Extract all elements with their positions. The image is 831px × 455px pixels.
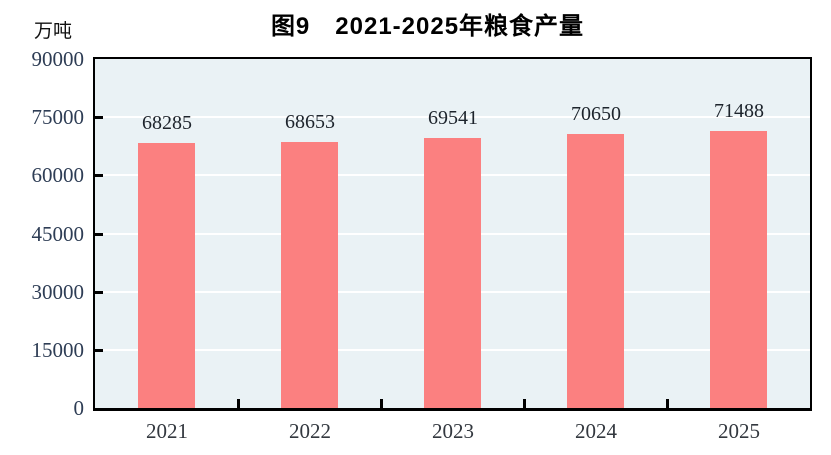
chart-title: 图9 2021-2025年粮食产量 [270,13,585,40]
y-axis-tick-label: 75000 [31,105,85,129]
x-axis-label-2021: 2021 [146,419,188,443]
bar-value-label: 71488 [714,99,764,122]
bar-2021 [138,143,195,408]
y-axis-tick-mark [95,290,103,294]
y-axis-tick-mark [95,232,103,236]
x-axis-tick-mark [665,399,669,408]
bar-2023 [424,138,481,408]
y-axis-tick-label: 60000 [31,163,85,187]
y-axis-tick-mark [95,116,103,120]
bar-2024 [567,134,624,408]
y-axis-unit-label: 万吨 [33,21,72,42]
y-axis-tick-mark [95,174,103,178]
y-axis-tick-label: 30000 [31,280,85,304]
x-axis-tick-mark [379,399,383,408]
x-axis-tick-mark [236,399,240,408]
plot-area: 68285 68653 69541 70650 71488 [93,57,812,411]
y-axis-tick-mark [95,348,103,352]
x-axis-label-2023: 2023 [432,419,474,443]
y-axis-tick-label: 0 [73,396,85,420]
bar-value-label: 70650 [571,103,621,126]
x-axis-label-2022: 2022 [289,419,331,443]
bar-2022 [281,142,338,408]
y-axis-tick-label: 45000 [31,222,85,246]
gridline [95,116,810,119]
bar-value-label: 69541 [428,107,478,130]
bar-value-label: 68653 [285,110,335,133]
bar-value-label: 68285 [142,112,192,135]
bar-2025 [710,131,767,408]
y-axis-tick-label: 90000 [31,47,85,71]
y-axis-tick-label: 15000 [31,338,85,362]
x-axis-tick-mark [522,399,526,408]
x-axis-label-2024: 2024 [575,419,617,443]
x-axis-label-2025: 2025 [718,419,760,443]
